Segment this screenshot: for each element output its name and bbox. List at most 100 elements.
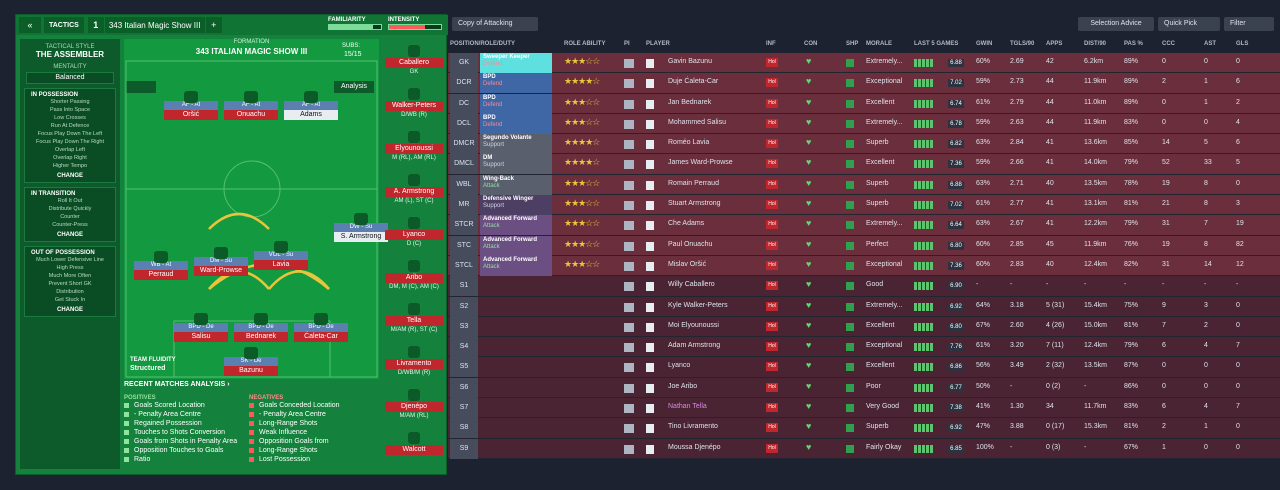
- column-header[interactable]: CCC: [1162, 41, 1175, 47]
- pi-icon[interactable]: [624, 282, 634, 292]
- player-name[interactable]: Duje Ćaleta-Car: [668, 78, 719, 86]
- player-slot[interactable]: BPD - De Salisu: [174, 313, 228, 342]
- role-duty[interactable]: BPD Defend: [480, 93, 552, 114]
- column-header[interactable]: CON: [804, 41, 818, 47]
- pi-icon[interactable]: [624, 99, 634, 109]
- role-duty[interactable]: BPD Defend: [480, 113, 552, 134]
- add-tactic-button[interactable]: +: [205, 17, 222, 33]
- pi-icon[interactable]: [624, 302, 634, 312]
- pi-icon[interactable]: [624, 59, 634, 68]
- column-header[interactable]: AST: [1204, 41, 1216, 47]
- sub-player[interactable]: Aribo DM, M (C), AM (C): [385, 260, 443, 290]
- pi-icon[interactable]: [624, 404, 634, 414]
- player-name[interactable]: Moussa Djenépo: [668, 443, 721, 451]
- sub-player[interactable]: A. Armstrong AM (L), ST (C): [385, 174, 443, 204]
- pi-icon[interactable]: [624, 201, 634, 211]
- player-name[interactable]: Paul Onuachu: [668, 240, 713, 248]
- pi-icon[interactable]: [624, 79, 634, 89]
- familiarity-meter[interactable]: FAMILIARITY: [328, 17, 382, 30]
- in-possession-change-button[interactable]: CHANGE: [56, 173, 83, 179]
- pi-icon[interactable]: [624, 363, 634, 373]
- sub-player[interactable]: Lyanco D (C): [385, 217, 443, 247]
- sub-player[interactable]: Livramento D/WB/M (R): [385, 346, 443, 376]
- pi-icon[interactable]: [624, 221, 634, 231]
- table-row[interactable]: STCR Advanced Forward Attack ★★★☆☆ Che Adams…: [448, 215, 1280, 236]
- player-name[interactable]: Jan Bednarek: [668, 98, 712, 106]
- sub-player[interactable]: Walker-Peters D/WB (R): [385, 88, 443, 118]
- mentality-select[interactable]: Balanced: [26, 72, 114, 84]
- role-duty[interactable]: BPD Defend: [480, 73, 552, 94]
- pi-icon[interactable]: [624, 383, 634, 393]
- player-name[interactable]: Kyle Walker-Peters: [668, 301, 728, 309]
- player-slot[interactable]: WB - At Perraud: [134, 251, 188, 280]
- player-slot[interactable]: BPD - De Ćaleta-Car: [294, 313, 348, 342]
- table-row[interactable]: STCL Advanced Forward Attack ★★★☆☆ Mislav Or…: [448, 255, 1280, 277]
- player-name[interactable]: Willy Caballero: [668, 281, 715, 289]
- role-duty[interactable]: Segundo Volante Support: [480, 134, 552, 155]
- sub-player[interactable]: Caballero GK: [385, 45, 443, 75]
- player-slot[interactable]: BPD - De Bednarek: [234, 313, 288, 342]
- pi-icon[interactable]: [624, 180, 634, 190]
- table-row[interactable]: S1 Willy Caballero Hol ♥ Good 6.90 - - - - - - - -: [448, 276, 1280, 297]
- table-row[interactable]: MR Defensive Winger Support ★★★☆☆ Stuart Arm…: [448, 195, 1280, 216]
- player-slot[interactable]: VOL - Su Lavia: [254, 241, 308, 270]
- player-slot[interactable]: AF - At Adams: [284, 91, 338, 120]
- player-slot[interactable]: DM - Su Ward-Prowse: [194, 247, 248, 276]
- table-row[interactable]: DCL BPD Defend ★★★☆☆ Mohammed Salisu Hol ♥ Extr…: [448, 113, 1280, 135]
- column-header[interactable]: PAS %: [1124, 41, 1143, 47]
- player-slot[interactable]: SK - De Bazunu: [224, 347, 278, 376]
- selection-advice-button[interactable]: Selection Advice: [1078, 17, 1154, 31]
- quick-pick-button[interactable]: Quick Pick: [1158, 17, 1220, 31]
- column-header[interactable]: INF: [766, 41, 776, 47]
- column-header[interactable]: SHP: [846, 41, 859, 47]
- role-duty[interactable]: Advanced Forward Attack: [480, 255, 552, 276]
- role-duty[interactable]: Advanced Forward Attack: [480, 215, 552, 236]
- intensity-meter[interactable]: INTENSITY: [388, 17, 442, 30]
- view-select[interactable]: Copy of Attacking: [452, 17, 538, 31]
- formation-name[interactable]: 343 ITALIAN MAGIC SHOW III: [195, 47, 308, 56]
- pi-icon[interactable]: [624, 160, 634, 170]
- sub-player[interactable]: Walcott: [385, 432, 443, 456]
- player-name[interactable]: James Ward-Prowse: [668, 159, 733, 167]
- table-row[interactable]: S2 Kyle Walker-Peters Hol ♥ Extremely... 6.92…: [448, 296, 1280, 317]
- column-header[interactable]: GLS: [1236, 41, 1249, 47]
- player-slot[interactable]: DW - Su S. Armstrong: [334, 213, 388, 242]
- tactic-name[interactable]: 343 Italian Magic Show III: [104, 17, 205, 33]
- table-row[interactable]: S4 Adam Armstrong Hol ♥ Exceptional 7.76 61% 3.…: [448, 337, 1280, 358]
- table-row[interactable]: WBL Wing-Back Attack ★★★☆☆ Romain Perraud Hol…: [448, 174, 1280, 196]
- player-name[interactable]: Adam Armstrong: [668, 342, 721, 350]
- player-slot[interactable]: AF - At Oršić: [164, 91, 218, 120]
- table-row[interactable]: GK Sweeper Keeper Defend ★★★☆☆ Gavin Bazunu H…: [448, 53, 1280, 74]
- column-header[interactable]: DIST/90: [1084, 41, 1107, 47]
- player-name[interactable]: Stuart Armstrong: [668, 200, 721, 208]
- sub-player[interactable]: Elyounoussi M (RL), AM (RL): [385, 131, 443, 161]
- player-slot[interactable]: AF - At Onuachu: [224, 91, 278, 120]
- pi-icon[interactable]: [624, 261, 634, 271]
- player-name[interactable]: Roméo Lavia: [668, 139, 710, 147]
- column-header[interactable]: GWIN: [976, 41, 993, 47]
- pi-icon[interactable]: [624, 343, 634, 353]
- column-header[interactable]: TGLS/90: [1010, 41, 1035, 47]
- analysis-button[interactable]: Analysis: [334, 81, 374, 93]
- column-header[interactable]: PI: [624, 41, 630, 47]
- player-name[interactable]: Moi Elyounoussi: [668, 321, 719, 329]
- tactic-slot-number[interactable]: 1: [87, 17, 104, 33]
- table-row[interactable]: STC Advanced Forward Attack ★★★☆☆ Paul Onuac…: [448, 235, 1280, 256]
- sub-player[interactable]: Djenépo M/AM (RL): [385, 389, 443, 419]
- tactical-style-name[interactable]: THE ASSEMBLER: [35, 50, 105, 59]
- out-of-possession-change-button[interactable]: CHANGE: [56, 307, 83, 313]
- player-name[interactable]: Tino Livramento: [668, 423, 718, 431]
- player-name[interactable]: Che Adams: [668, 220, 705, 228]
- recent-matches-title[interactable]: RECENT MATCHES ANALYSIS ›: [124, 381, 230, 388]
- role-duty[interactable]: Sweeper Keeper Defend: [480, 53, 552, 73]
- pi-icon[interactable]: [624, 424, 634, 434]
- pi-icon[interactable]: [624, 322, 634, 332]
- table-row[interactable]: DMCR Segundo Volante Support ★★★★☆ Roméo Lav…: [448, 134, 1280, 155]
- table-row[interactable]: S9 Moussa Djenépo Hol ♥ Fairly Okay 6.85 100% -…: [448, 438, 1280, 459]
- player-name[interactable]: Mohammed Salisu: [668, 118, 726, 126]
- column-header[interactable]: POSITION/ROLE/DUTY: [450, 41, 516, 47]
- column-header[interactable]: ROLE ABILITY: [564, 41, 606, 47]
- table-row[interactable]: S5 Lyanco Hol ♥ Excellent 6.86 56% 3.49 2 (32) 13…: [448, 357, 1280, 378]
- table-row[interactable]: DC BPD Defend ★★★☆☆ Jan Bednarek Hol ♥ Excellen…: [448, 93, 1280, 114]
- column-header[interactable]: PLAYER: [646, 41, 670, 47]
